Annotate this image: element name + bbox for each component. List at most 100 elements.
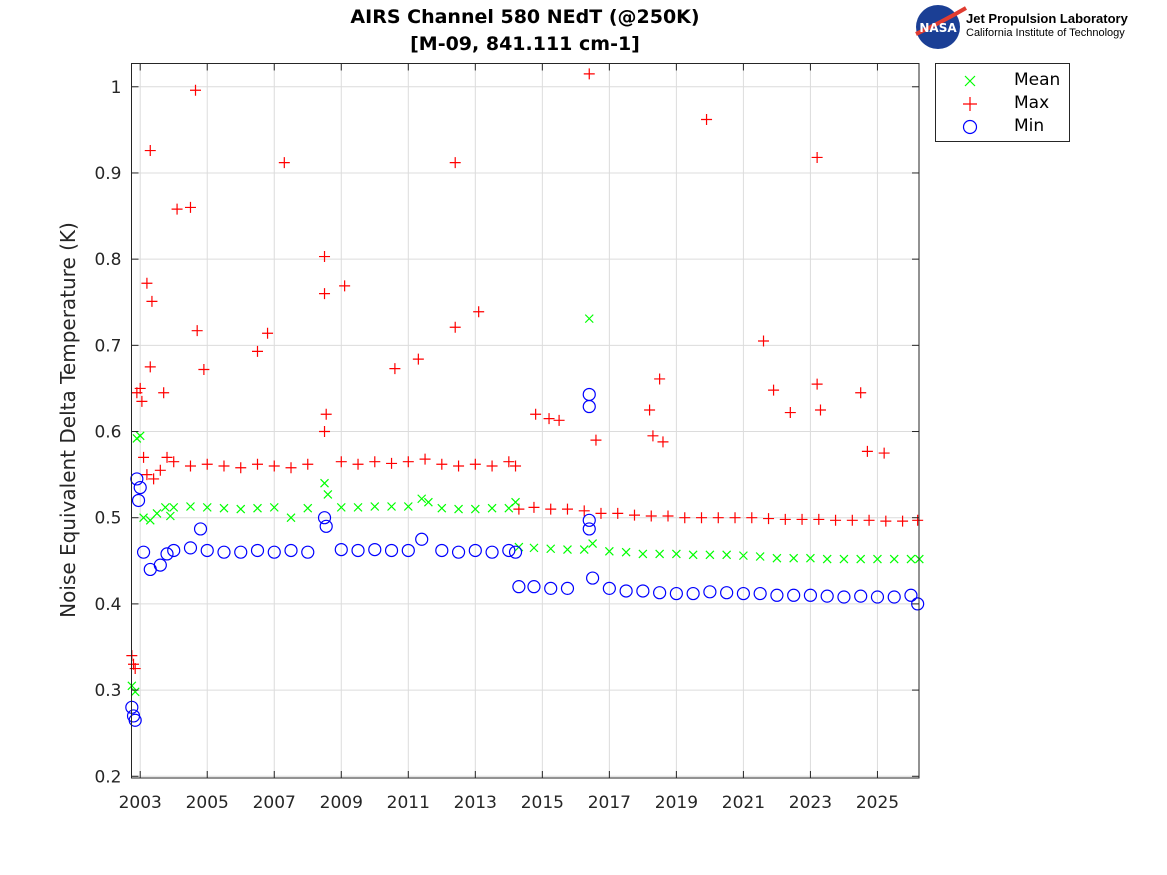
min-point xyxy=(582,387,596,402)
min-point xyxy=(234,545,248,559)
mean-point xyxy=(160,502,170,512)
max-point xyxy=(419,453,431,465)
max-point xyxy=(612,507,624,519)
mean-point xyxy=(856,554,866,564)
y-tick-label: 0.8 xyxy=(94,250,121,270)
min-point xyxy=(602,581,616,595)
legend-item-max: Max xyxy=(936,93,1069,117)
y-tick-label: 1 xyxy=(111,78,122,98)
min-point xyxy=(351,543,365,558)
min-point xyxy=(193,522,208,536)
max-point xyxy=(352,458,364,470)
max-point xyxy=(712,512,724,524)
mean-point xyxy=(839,554,849,564)
mean-point xyxy=(563,545,572,555)
max-point xyxy=(758,335,770,347)
x-tick-label: 2015 xyxy=(521,793,564,813)
max-point xyxy=(701,114,713,126)
min-point xyxy=(619,584,633,598)
mean-point xyxy=(638,549,648,559)
mean-point xyxy=(470,504,480,514)
max-point xyxy=(252,458,263,470)
min-point xyxy=(686,586,700,601)
mean-point xyxy=(236,504,246,514)
max-point xyxy=(402,456,414,468)
min-point xyxy=(904,588,918,602)
mean-point xyxy=(546,544,556,554)
x-tick-label: 2011 xyxy=(387,793,430,813)
mean-point xyxy=(755,552,765,561)
mean-point xyxy=(145,515,155,525)
series-max xyxy=(126,68,924,675)
mean-point xyxy=(588,539,598,548)
mean-point xyxy=(130,687,140,697)
mean-point xyxy=(253,503,262,513)
axis-ticks: 2003 2005 2007 2009 2011 2013 2015 2017 2019 2021… xyxy=(94,63,919,813)
circle-marker-icon xyxy=(962,119,978,135)
max-point xyxy=(369,456,381,468)
max-point xyxy=(530,408,542,420)
max-point xyxy=(679,512,691,524)
max-point xyxy=(662,510,674,522)
mean-point xyxy=(454,504,463,514)
max-point xyxy=(141,277,153,289)
min-point xyxy=(435,543,449,558)
max-point xyxy=(158,387,170,399)
max-point xyxy=(784,407,796,419)
min-point xyxy=(803,588,818,602)
min-point xyxy=(128,713,142,727)
min-point xyxy=(703,585,717,599)
mean-point xyxy=(604,546,614,556)
max-point xyxy=(543,413,555,425)
max-point xyxy=(768,384,780,396)
max-point xyxy=(262,327,274,339)
max-point xyxy=(595,507,607,519)
max-point xyxy=(657,436,669,448)
mean-point xyxy=(579,545,589,555)
max-point xyxy=(473,306,485,318)
legend-label: Max xyxy=(1014,93,1050,113)
mean-point xyxy=(417,494,427,504)
min-point xyxy=(368,543,382,557)
max-point xyxy=(218,460,230,472)
max-point xyxy=(453,460,465,472)
min-point xyxy=(200,543,214,558)
min-point xyxy=(451,545,466,559)
min-point xyxy=(770,588,784,602)
max-point xyxy=(134,382,146,394)
min-point xyxy=(301,545,315,559)
max-point xyxy=(796,513,808,525)
max-point xyxy=(161,451,173,463)
min-point xyxy=(544,581,558,595)
max-point xyxy=(644,404,656,416)
min-point xyxy=(334,543,348,557)
max-point xyxy=(252,345,263,357)
min-point xyxy=(317,511,332,525)
org-subtitle: California Institute of Technology xyxy=(966,27,1125,39)
max-point xyxy=(389,363,401,375)
grid-lines xyxy=(131,63,919,778)
max-point xyxy=(645,510,657,522)
mean-point xyxy=(789,553,799,563)
mean-point xyxy=(387,502,396,511)
max-point xyxy=(319,426,331,438)
min-point xyxy=(512,580,526,594)
mean-point xyxy=(511,497,520,507)
org-name: Jet Propulsion Laboratory xyxy=(966,11,1128,26)
mean-point xyxy=(529,543,539,553)
min-point xyxy=(636,584,650,598)
max-point xyxy=(128,658,140,670)
max-point xyxy=(814,404,826,416)
min-point xyxy=(502,543,516,558)
series-min xyxy=(125,387,925,727)
data-marks xyxy=(125,68,925,727)
max-point xyxy=(561,503,573,515)
mean-point xyxy=(219,503,229,513)
min-point xyxy=(582,522,596,536)
min-point xyxy=(527,580,541,594)
plus-marker-icon xyxy=(963,97,977,111)
max-point xyxy=(335,456,347,468)
x-tick-label: 2003 xyxy=(119,793,162,813)
min-point xyxy=(560,581,575,595)
x-tick-label: 2013 xyxy=(454,793,497,813)
